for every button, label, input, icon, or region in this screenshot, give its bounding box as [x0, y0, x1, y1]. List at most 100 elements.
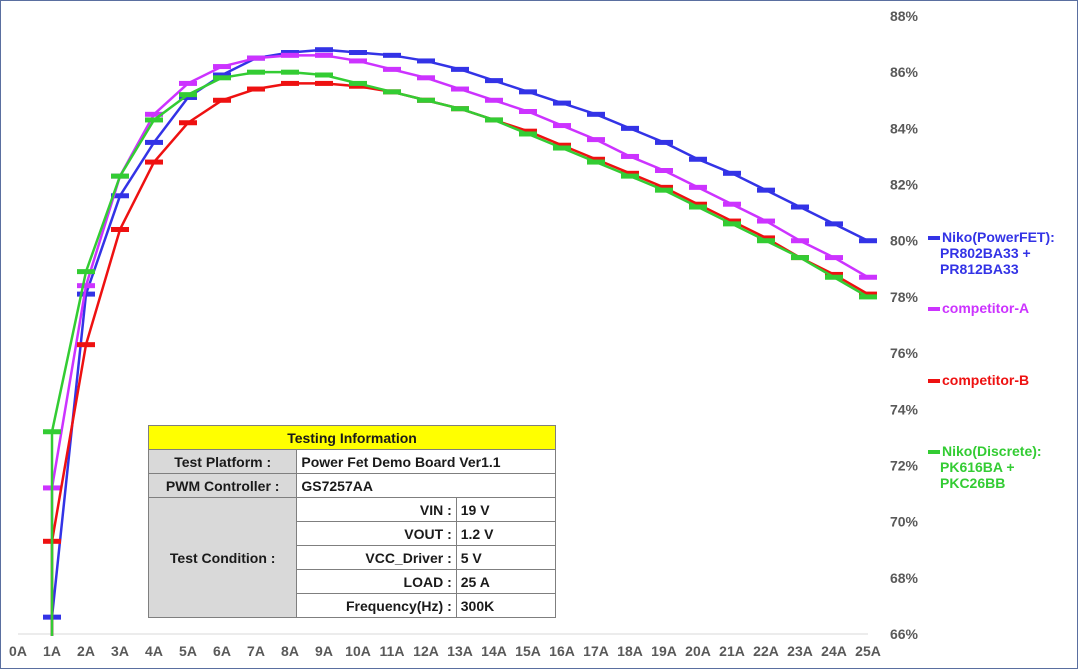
data-point-marker — [519, 128, 537, 134]
data-point-marker — [451, 106, 469, 112]
data-point-marker — [383, 66, 401, 72]
data-point-marker — [179, 94, 197, 100]
data-point-marker — [349, 58, 367, 64]
x-tick-label: 19A — [651, 643, 677, 659]
data-point-marker — [723, 218, 741, 224]
data-point-marker — [757, 235, 775, 241]
y-tick-label: 86% — [890, 64, 919, 80]
legend-label: Niko(Discrete): — [942, 443, 1042, 459]
y-tick-label: 82% — [890, 177, 919, 193]
series-3 — [43, 69, 877, 636]
x-tick-label: 17A — [583, 643, 609, 659]
data-point-marker — [213, 97, 231, 103]
series-line — [50, 70, 869, 636]
x-tick-labels: 0A 1A 2A 3A 4A 5A 6A 7A 8A 9A 10A 11A 12A 13A 14A 15A 16… — [9, 643, 881, 659]
data-point-marker — [315, 47, 333, 53]
condition-value: 19 V — [455, 497, 557, 522]
data-point-marker — [383, 52, 401, 58]
x-tick-label: 15A — [515, 643, 541, 659]
pwm-controller-label: PWM Controller : — [147, 473, 298, 498]
data-point-marker — [655, 187, 673, 193]
data-point-marker — [825, 271, 843, 277]
data-point-marker — [859, 274, 877, 280]
x-tick-label: 1A — [43, 643, 61, 659]
data-point-marker — [859, 238, 877, 244]
x-tick-label: 22A — [753, 643, 779, 659]
data-point-marker — [519, 131, 537, 137]
data-point-marker — [553, 142, 571, 148]
data-point-marker — [723, 201, 741, 207]
data-point-marker — [111, 226, 129, 232]
legend-item-competitor-b: competitor-B — [928, 372, 1078, 388]
info-table-title: Testing Information — [148, 425, 556, 450]
data-point-marker — [417, 75, 435, 81]
data-point-marker — [723, 221, 741, 227]
condition-key: Frequency(Hz) : — [296, 593, 457, 618]
data-point-marker — [417, 97, 435, 103]
y-tick-label: 72% — [890, 457, 919, 473]
data-point-marker — [77, 342, 95, 348]
data-point-marker — [417, 58, 435, 64]
y-tick-label: 80% — [890, 233, 919, 249]
data-point-marker — [825, 274, 843, 280]
data-point-marker — [689, 184, 707, 190]
condition-key: VCC_Driver : — [296, 545, 457, 570]
x-tick-label: 23A — [787, 643, 813, 659]
data-point-marker — [553, 100, 571, 106]
data-point-marker — [859, 291, 877, 297]
data-point-marker — [77, 283, 95, 289]
data-point-marker — [145, 111, 163, 117]
condition-value: 1.2 V — [455, 521, 557, 546]
data-point-marker — [519, 109, 537, 115]
data-point-marker — [315, 80, 333, 86]
pwm-controller-value: GS7257AA — [296, 473, 556, 498]
data-point-marker — [825, 255, 843, 261]
data-point-marker — [621, 173, 639, 179]
data-point-marker — [281, 52, 299, 58]
x-tick-label: 10A — [345, 643, 371, 659]
x-tick-label: 9A — [315, 643, 333, 659]
test-platform-value: Power Fet Demo Board Ver1.1 — [296, 449, 556, 474]
x-tick-label: 0A — [9, 643, 27, 659]
data-point-marker — [111, 173, 129, 179]
data-point-marker — [77, 269, 95, 275]
data-point-marker — [689, 204, 707, 210]
data-point-marker — [553, 145, 571, 151]
condition-key: VOUT : — [296, 521, 457, 546]
x-tick-label: 3A — [111, 643, 129, 659]
x-tick-label: 12A — [413, 643, 439, 659]
data-point-marker — [689, 201, 707, 207]
legend-label: PK616BA + — [940, 459, 1015, 475]
x-tick-label: 21A — [719, 643, 745, 659]
data-point-marker — [587, 156, 605, 162]
legend-label: PKC26BB — [940, 475, 1006, 491]
legend-swatch — [928, 450, 940, 455]
series-0 — [43, 47, 877, 636]
data-point-marker — [519, 89, 537, 95]
series-line — [50, 54, 869, 636]
y-tick-label: 78% — [890, 289, 919, 305]
data-point-marker — [145, 159, 163, 165]
condition-key: LOAD : — [296, 569, 457, 594]
legend-label: Niko(PowerFET): — [942, 229, 1055, 245]
x-tick-label: 25A — [855, 643, 881, 659]
data-point-marker — [655, 139, 673, 145]
data-point-marker — [349, 80, 367, 86]
x-tick-label: 14A — [481, 643, 507, 659]
x-tick-label: 5A — [179, 643, 197, 659]
data-point-marker — [825, 221, 843, 227]
y-tick-label: 76% — [890, 345, 919, 361]
legend-label: PR812BA33 — [940, 261, 1019, 277]
legend-swatch — [928, 307, 940, 312]
legend-item-niko-discrete: Niko(Discrete): PK616BA + PKC26BB — [928, 443, 1078, 491]
data-point-marker — [723, 170, 741, 176]
data-point-marker — [43, 429, 61, 435]
data-point-marker — [247, 69, 265, 75]
data-point-marker — [621, 170, 639, 176]
y-tick-labels: 66% 68% 70% 72% 74% 76% 78% 80% 82% 84% 86% 88% — [890, 8, 919, 642]
data-point-marker — [621, 153, 639, 159]
data-point-marker — [111, 193, 129, 199]
data-point-marker — [281, 80, 299, 86]
data-point-marker — [485, 117, 503, 123]
